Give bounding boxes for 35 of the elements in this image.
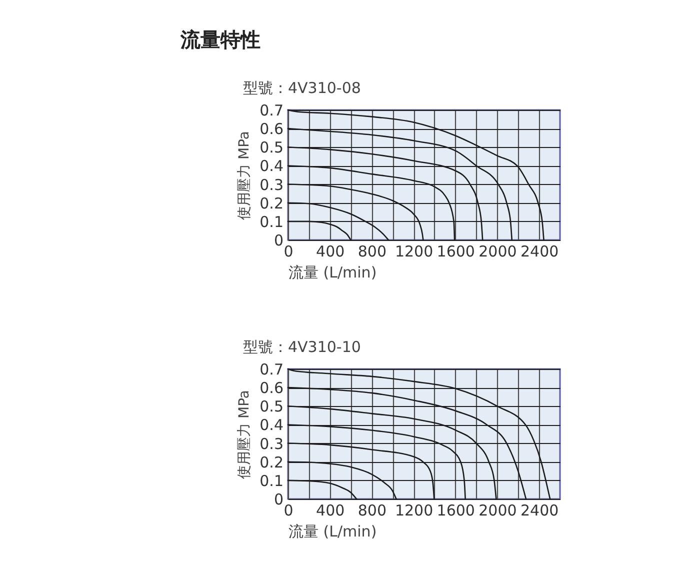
y-axis-title: 使用壓力 MPa: [236, 131, 253, 220]
y-tick-label: 0.2: [260, 453, 284, 472]
chart-subtitle: 型號：4V310-08: [243, 79, 361, 97]
y-axis-title: 使用壓力 MPa: [236, 390, 253, 479]
x-axis-title: 流量 (L/min): [288, 264, 377, 282]
x-tick-label: 1600: [436, 242, 475, 260]
x-tick-label: 2400: [520, 242, 559, 260]
chart-title: 流量特性: [179, 27, 260, 52]
y-tick-label: 0.6: [260, 379, 284, 398]
y-tick-label: 0.2: [260, 194, 284, 212]
y-tick-label: 0.1: [260, 472, 284, 490]
x-tick-label: 2400: [520, 502, 559, 520]
chart-subtitle: 型號：4V310-10: [243, 338, 361, 356]
y-tick-label: 0.4: [260, 157, 284, 176]
x-tick-label: 400: [316, 242, 345, 260]
x-tick-label: 400: [316, 502, 345, 520]
y-tick-label: 0: [274, 490, 284, 508]
x-tick-label: 800: [358, 242, 387, 260]
y-tick-label: 0.3: [260, 434, 284, 453]
y-tick-label: 0.6: [260, 120, 284, 138]
y-tick-label: 0.4: [260, 416, 284, 434]
y-tick-label: 0.3: [260, 176, 284, 194]
y-tick-label: 0.7: [260, 360, 284, 378]
x-tick-label: 2000: [478, 242, 517, 260]
y-tick-label: 0.7: [260, 102, 284, 120]
y-tick-label: 0.5: [260, 138, 284, 157]
y-tick-label: 0.1: [260, 212, 284, 231]
x-tick-label: 800: [358, 502, 387, 520]
y-tick-label: 0: [274, 232, 284, 250]
x-tick-label: 1600: [436, 502, 475, 520]
x-tick-label: 1200: [394, 502, 434, 520]
x-tick-label: 2000: [478, 502, 517, 520]
x-axis-title: 流量 (L/min): [288, 522, 377, 540]
y-tick-label: 0.5: [260, 398, 284, 416]
x-tick-label: 1200: [394, 242, 434, 260]
